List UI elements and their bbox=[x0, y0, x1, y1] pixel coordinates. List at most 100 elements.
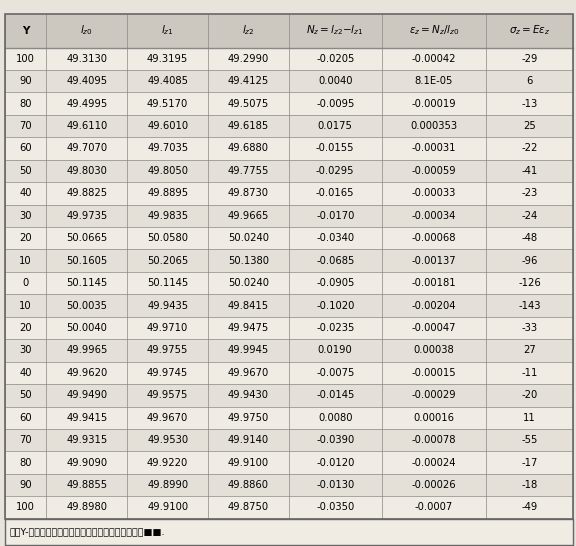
Text: 49.3195: 49.3195 bbox=[147, 54, 188, 64]
Text: -23: -23 bbox=[522, 188, 538, 198]
Text: -41: -41 bbox=[522, 166, 538, 176]
Text: 0.0040: 0.0040 bbox=[318, 76, 353, 86]
Text: -0.00181: -0.00181 bbox=[412, 278, 456, 288]
Text: -0.0155: -0.0155 bbox=[316, 144, 354, 153]
Text: 50.1605: 50.1605 bbox=[66, 256, 108, 266]
Bar bbox=[5, 407, 573, 429]
Text: 49.8415: 49.8415 bbox=[228, 300, 269, 311]
Text: 49.2990: 49.2990 bbox=[228, 54, 269, 64]
Text: -0.00204: -0.00204 bbox=[412, 300, 456, 311]
Text: -55: -55 bbox=[521, 435, 538, 445]
Text: $l_{z2}$: $l_{z2}$ bbox=[242, 23, 255, 38]
Text: 50.1145: 50.1145 bbox=[66, 278, 108, 288]
Text: 60: 60 bbox=[19, 144, 32, 153]
Text: 49.8825: 49.8825 bbox=[66, 188, 108, 198]
Text: 0.0190: 0.0190 bbox=[318, 346, 353, 355]
Bar bbox=[5, 294, 573, 317]
Text: 50.0240: 50.0240 bbox=[228, 278, 269, 288]
Text: Y: Y bbox=[22, 26, 29, 35]
Text: 49.8860: 49.8860 bbox=[228, 480, 269, 490]
Text: 49.7070: 49.7070 bbox=[66, 144, 108, 153]
Text: -0.00019: -0.00019 bbox=[412, 99, 456, 109]
Bar bbox=[5, 361, 573, 384]
Text: 90: 90 bbox=[19, 480, 32, 490]
Bar bbox=[5, 519, 573, 545]
Bar bbox=[5, 14, 573, 48]
Text: -18: -18 bbox=[522, 480, 538, 490]
Text: -0.0205: -0.0205 bbox=[316, 54, 354, 64]
Text: 70: 70 bbox=[19, 121, 32, 131]
Text: -0.1020: -0.1020 bbox=[316, 300, 354, 311]
Bar bbox=[5, 272, 573, 294]
Text: -0.0165: -0.0165 bbox=[316, 188, 354, 198]
Text: 80: 80 bbox=[20, 458, 32, 467]
Text: -17: -17 bbox=[521, 458, 538, 467]
Text: 100: 100 bbox=[16, 54, 35, 64]
Text: 40: 40 bbox=[20, 368, 32, 378]
Text: 10: 10 bbox=[19, 300, 32, 311]
Bar bbox=[5, 250, 573, 272]
Text: $\varepsilon_z{=}N_z/l_{z0}$: $\varepsilon_z{=}N_z/l_{z0}$ bbox=[408, 23, 459, 38]
Text: 49.9735: 49.9735 bbox=[66, 211, 108, 221]
Text: 49.9965: 49.9965 bbox=[66, 346, 108, 355]
Text: 8.1E-05: 8.1E-05 bbox=[415, 76, 453, 86]
Text: -0.00137: -0.00137 bbox=[412, 256, 456, 266]
Text: 50.2065: 50.2065 bbox=[147, 256, 188, 266]
Text: 49.8050: 49.8050 bbox=[147, 166, 188, 176]
Text: 49.9755: 49.9755 bbox=[147, 346, 188, 355]
Text: -0.00042: -0.00042 bbox=[412, 54, 456, 64]
Text: -29: -29 bbox=[521, 54, 538, 64]
Text: 20: 20 bbox=[19, 323, 32, 333]
Text: 49.9090: 49.9090 bbox=[66, 458, 108, 467]
Text: -11: -11 bbox=[521, 368, 538, 378]
Bar bbox=[5, 182, 573, 205]
Text: 27: 27 bbox=[524, 346, 536, 355]
Text: 0.00038: 0.00038 bbox=[414, 346, 454, 355]
Text: 49.9665: 49.9665 bbox=[228, 211, 269, 221]
Text: -0.00059: -0.00059 bbox=[412, 166, 456, 176]
Text: 50.0665: 50.0665 bbox=[66, 233, 108, 243]
Text: 0.0175: 0.0175 bbox=[318, 121, 353, 131]
Text: -20: -20 bbox=[522, 390, 538, 400]
Text: 20: 20 bbox=[19, 233, 32, 243]
Text: -96: -96 bbox=[521, 256, 538, 266]
Bar bbox=[5, 227, 573, 250]
Text: -0.00068: -0.00068 bbox=[412, 233, 456, 243]
Text: $\sigma_z{=}E\varepsilon_z$: $\sigma_z{=}E\varepsilon_z$ bbox=[509, 23, 551, 38]
Text: 49.4095: 49.4095 bbox=[66, 76, 108, 86]
Text: -143: -143 bbox=[518, 300, 541, 311]
Text: 49.6880: 49.6880 bbox=[228, 144, 269, 153]
Text: 90: 90 bbox=[19, 76, 32, 86]
Text: 25: 25 bbox=[524, 121, 536, 131]
Text: -49: -49 bbox=[522, 502, 538, 513]
Bar bbox=[5, 429, 573, 452]
Text: -22: -22 bbox=[521, 144, 538, 153]
Text: 49.9945: 49.9945 bbox=[228, 346, 269, 355]
Text: -0.0075: -0.0075 bbox=[316, 368, 354, 378]
Text: -0.0340: -0.0340 bbox=[316, 233, 354, 243]
Text: 49.8895: 49.8895 bbox=[147, 188, 188, 198]
Text: 49.9415: 49.9415 bbox=[66, 413, 108, 423]
Text: $l_{z0}$: $l_{z0}$ bbox=[81, 23, 93, 38]
Text: 100: 100 bbox=[16, 502, 35, 513]
Text: -0.00015: -0.00015 bbox=[412, 368, 456, 378]
Bar bbox=[5, 474, 573, 496]
Text: 49.7035: 49.7035 bbox=[147, 144, 188, 153]
Text: 49.5075: 49.5075 bbox=[228, 99, 269, 109]
Text: 0.0080: 0.0080 bbox=[318, 413, 353, 423]
Text: -33: -33 bbox=[522, 323, 538, 333]
Text: -0.00078: -0.00078 bbox=[412, 435, 456, 445]
Text: 6: 6 bbox=[526, 76, 533, 86]
Text: 0: 0 bbox=[22, 278, 29, 288]
Text: -0.00034: -0.00034 bbox=[412, 211, 456, 221]
Text: 49.9835: 49.9835 bbox=[147, 211, 188, 221]
Text: 49.9620: 49.9620 bbox=[66, 368, 108, 378]
Text: -48: -48 bbox=[522, 233, 538, 243]
Text: 49.9670: 49.9670 bbox=[228, 368, 269, 378]
Text: -0.00033: -0.00033 bbox=[412, 188, 456, 198]
Text: -0.0235: -0.0235 bbox=[316, 323, 354, 333]
Text: -0.00031: -0.00031 bbox=[412, 144, 456, 153]
Text: $l_{z1}$: $l_{z1}$ bbox=[161, 23, 174, 38]
Text: -13: -13 bbox=[522, 99, 538, 109]
Text: 0.00016: 0.00016 bbox=[414, 413, 454, 423]
